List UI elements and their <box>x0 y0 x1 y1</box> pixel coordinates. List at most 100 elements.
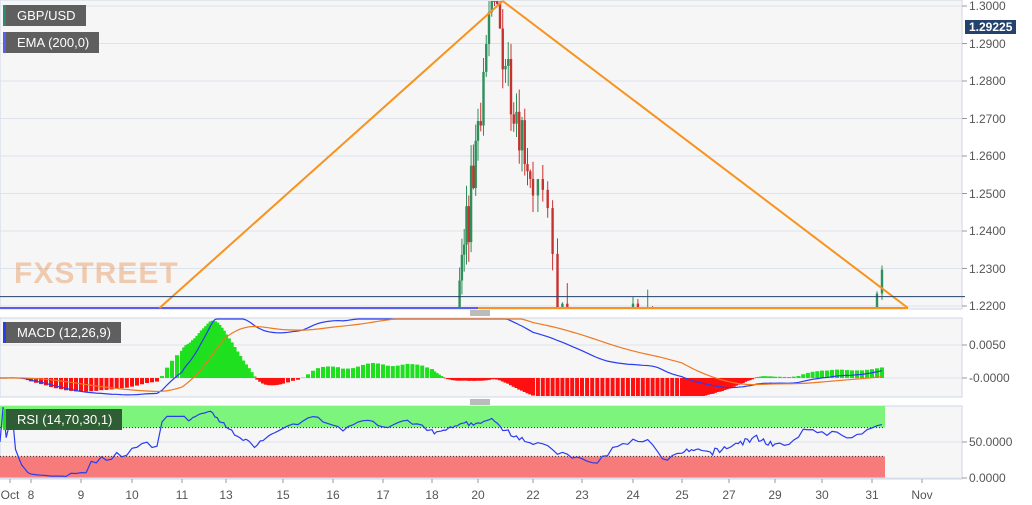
macd-histogram-bar <box>54 378 58 389</box>
macd-histogram-bar <box>361 364 365 378</box>
macd-histogram-bar <box>684 378 689 396</box>
macd-histogram-bar <box>69 378 73 391</box>
macd-histogram-bar <box>219 327 224 378</box>
macd-histogram-bar <box>550 378 555 396</box>
macd-histogram-bar <box>430 369 434 378</box>
macd-histogram-bar <box>565 378 570 396</box>
macd-histogram-bar <box>316 368 320 378</box>
candle-body <box>529 171 532 179</box>
x-tick-label: 20 <box>471 488 485 502</box>
macd-histogram-bar <box>410 364 415 378</box>
macd-histogram-bar <box>830 369 834 378</box>
macd-histogram-bar <box>215 322 220 378</box>
macd-histogram-bar <box>560 378 565 396</box>
macd-histogram-bar <box>459 378 464 381</box>
candle-body <box>469 165 473 243</box>
macd-histogram-bar <box>815 371 820 378</box>
candle-body <box>551 208 554 254</box>
macd-histogram-bar <box>487 378 491 380</box>
signal-line <box>0 318 883 393</box>
macd-histogram-bar <box>232 347 237 378</box>
macd-histogram-bar <box>670 378 675 396</box>
macd-histogram-bar <box>750 378 754 380</box>
macd-histogram-bar <box>238 356 243 378</box>
macd-histogram-bar <box>326 366 330 378</box>
macd-histogram-bar <box>261 378 266 384</box>
macd-histogram-bar <box>246 368 251 378</box>
candle-body <box>460 254 464 281</box>
macd-histogram-bar <box>94 378 99 391</box>
macd-histogram-bar <box>457 378 462 381</box>
rsi-overbought-zone <box>0 406 885 428</box>
macd-histogram-bar <box>715 378 720 392</box>
macd-histogram-bar <box>439 376 444 378</box>
macd-histogram-bar <box>640 378 645 396</box>
x-tick-label: 22 <box>526 488 540 502</box>
macd-histogram-bar <box>605 378 610 396</box>
x-tick-label: 13 <box>219 488 233 502</box>
macd-histogram-bar <box>455 378 460 381</box>
macd-histogram-bar <box>796 375 801 378</box>
macd-histogram-bar <box>39 378 43 385</box>
x-tick-label: 29 <box>768 488 782 502</box>
macd-histogram-bar <box>682 378 687 396</box>
macd-histogram-bar <box>130 378 134 387</box>
candle-body <box>472 165 475 189</box>
macd-histogram-bar <box>845 370 849 378</box>
macd-histogram-bar <box>525 378 530 394</box>
candle-body <box>566 303 569 308</box>
macd-histogram-bar <box>400 364 405 378</box>
macd-histogram-bar <box>462 378 467 381</box>
x-tick-label: 23 <box>575 488 589 502</box>
macd-histogram-bar <box>160 376 164 378</box>
macd-histogram-bar <box>478 378 483 381</box>
macd-histogram-bar <box>724 378 729 390</box>
macd-histogram-bar <box>635 378 640 396</box>
macd-histogram-bar <box>124 378 129 388</box>
macd-histogram-bar <box>540 378 545 396</box>
macd-histogram-bar <box>59 378 63 390</box>
macd-histogram-bar <box>495 378 500 380</box>
macd-histogram-bar <box>825 370 829 378</box>
macd-histogram-bar <box>484 378 489 381</box>
macd-histogram-bar <box>754 377 759 378</box>
macd-histogram-bar <box>520 378 524 391</box>
macd-histogram-bar <box>514 378 519 389</box>
macd-histogram-bar <box>522 378 527 392</box>
macd-histogram-bar <box>620 378 625 396</box>
macd-histogram-bar <box>311 370 315 378</box>
candle-body <box>482 71 485 126</box>
x-tick-label: 24 <box>626 488 640 502</box>
trendline <box>502 0 909 309</box>
macd-histogram-bar <box>787 377 792 378</box>
macd-histogram-bar <box>777 376 782 378</box>
macd-histogram-bar <box>432 371 437 378</box>
macd-histogram-bar <box>473 378 478 381</box>
ema-label: EMA (200,0) <box>3 32 100 53</box>
macd-histogram-bar <box>278 378 283 385</box>
macd-histogram-bar <box>114 378 119 389</box>
candle-body <box>880 269 884 294</box>
x-tick-label: 30 <box>815 488 829 502</box>
macd-histogram-bar <box>195 335 200 378</box>
macd-histogram-bar <box>570 378 575 396</box>
macd-histogram-bar <box>272 378 277 386</box>
y-tick-label: 50.0000 <box>969 435 1013 449</box>
macd-histogram-bar <box>615 378 620 396</box>
macd-histogram-bar <box>34 378 38 383</box>
macd-histogram-bar <box>64 378 68 391</box>
macd-histogram-bar <box>492 378 497 380</box>
macd-histogram-bar <box>528 378 533 395</box>
macd-histogram-bar <box>281 378 285 384</box>
macd-histogram-bar <box>119 378 124 389</box>
macd-histogram-bar <box>180 350 184 378</box>
y-tick-label: 1.2900 <box>969 36 1006 51</box>
candle-body <box>485 44 488 72</box>
macd-histogram-bar <box>810 371 815 378</box>
candle-body <box>501 28 504 70</box>
rsi-oversold-zone <box>0 456 885 478</box>
macd-histogram-bar <box>446 378 451 380</box>
macd-histogram-bar <box>376 363 380 378</box>
